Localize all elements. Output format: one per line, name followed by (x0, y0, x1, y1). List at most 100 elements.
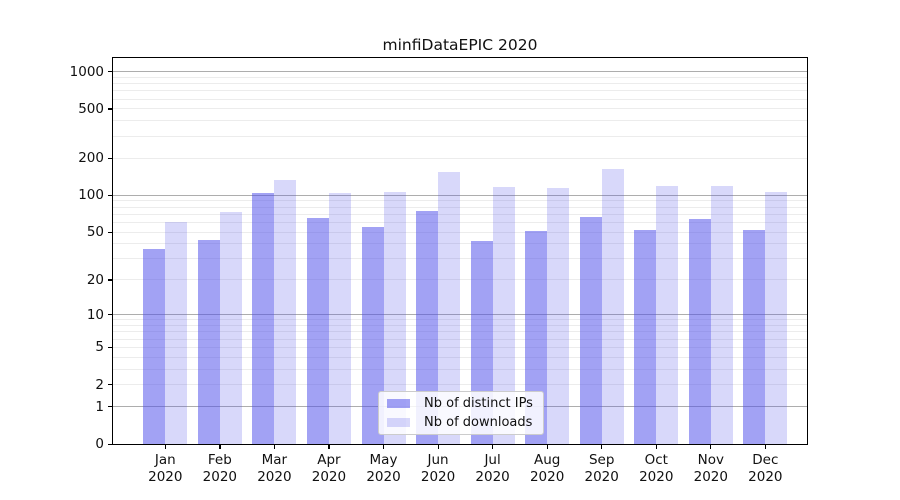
y-tick-mark (108, 346, 112, 349)
minor-gridline (113, 338, 807, 340)
bar-distinct-ips-may (361, 227, 384, 444)
y-tick-label: 100 (78, 187, 104, 204)
bar-distinct-ips-nov (688, 219, 711, 444)
minor-gridline (113, 206, 807, 208)
x-tick-mark (655, 445, 657, 449)
bar-downloads-jun (438, 171, 461, 444)
legend-item-distinct-ips: Nb of distinct IPs (379, 396, 543, 411)
y-tick-label: 5 (95, 339, 104, 356)
bar-downloads-sep (601, 169, 624, 444)
x-tick-mark (710, 445, 712, 449)
minor-gridline (113, 200, 807, 202)
x-tick-mark (383, 445, 385, 449)
minor-gridline (113, 231, 807, 233)
bar-distinct-ips-mar (252, 192, 275, 444)
plot-area: Nb of distinct IPs Nb of downloads (112, 57, 808, 445)
minor-gridline (113, 243, 807, 245)
minor-gridline (113, 331, 807, 333)
minor-gridline (113, 346, 807, 348)
minor-gridline (113, 325, 807, 327)
legend-label-downloads: Nb of downloads (424, 415, 533, 430)
minor-gridline (113, 83, 807, 85)
x-tick-mark (164, 445, 166, 449)
x-tick-mark (328, 445, 330, 449)
gridlines-layer (113, 58, 807, 444)
y-tick-label: 200 (78, 150, 104, 167)
minor-gridline (113, 76, 807, 78)
minor-gridline (113, 221, 807, 223)
y-tick-mark (108, 279, 112, 281)
x-tick-label: Oct 2020 (639, 452, 674, 485)
y-tick-label: 20 (86, 271, 104, 288)
bar-distinct-ips-apr (306, 218, 329, 444)
minor-gridline (113, 319, 807, 321)
bar-downloads-jul (492, 186, 515, 444)
y-tick-label: 10 (86, 306, 104, 323)
x-tick-mark (546, 445, 548, 449)
y-tick-label: 50 (86, 224, 104, 241)
minor-gridline (113, 135, 807, 137)
y-tick-mark (108, 108, 112, 110)
bar-distinct-ips-jan (143, 249, 166, 444)
legend-label-distinct-ips: Nb of distinct IPs (424, 396, 533, 411)
minor-gridline (113, 108, 807, 110)
bar-distinct-ips-oct (634, 230, 657, 444)
y-tick-mark (108, 384, 112, 386)
y-tick-mark (108, 194, 112, 196)
minor-gridline (113, 120, 807, 122)
bar-distinct-ips-sep (579, 217, 602, 444)
bar-downloads-aug (547, 187, 570, 444)
minor-gridline (113, 213, 807, 215)
legend: Nb of distinct IPs Nb of downloads (378, 391, 544, 435)
x-tick-mark (492, 445, 494, 449)
y-tick-mark (108, 443, 112, 445)
bar-downloads-jan (165, 221, 188, 444)
bar-distinct-ips-dec (743, 230, 766, 444)
x-tick-label: May 2020 (366, 452, 401, 485)
y-tick-label: 0 (95, 436, 104, 452)
x-tick-mark (601, 445, 603, 449)
minor-gridline (113, 157, 807, 159)
minor-gridline (113, 368, 807, 370)
x-tick-label: Mar 2020 (257, 452, 292, 485)
legend-swatch-distinct-ips-icon (387, 399, 410, 408)
x-tick-label: Sep 2020 (584, 452, 619, 485)
y-tick-mark (108, 314, 112, 316)
legend-swatch-downloads-icon (387, 418, 410, 427)
minor-gridline (113, 98, 807, 100)
bar-downloads-may (383, 191, 406, 444)
x-tick-label: Dec 2020 (748, 452, 783, 485)
bar-downloads-oct (656, 185, 679, 444)
y-tick-label: 1 (95, 398, 104, 415)
x-tick-mark (219, 445, 221, 449)
bar-downloads-nov (710, 186, 733, 444)
bar-downloads-apr (328, 192, 351, 444)
x-tick-label: Jun 2020 (420, 452, 456, 485)
x-tick-label: Jan 2020 (148, 452, 183, 485)
x-tick-label: Aug 2020 (529, 452, 565, 485)
chart-title: minfiDataEPIC 2020 (382, 36, 538, 54)
minor-gridline (113, 384, 807, 386)
bars-layer (113, 58, 807, 444)
major-gridline (113, 194, 807, 196)
y-tick-label: 500 (78, 100, 104, 117)
x-tick-label: Feb 2020 (202, 452, 238, 485)
y-tick-label: 1000 (69, 63, 104, 80)
legend-item-downloads: Nb of downloads (379, 415, 543, 430)
x-tick-mark (273, 445, 276, 449)
x-tick-label: Jul 2020 (475, 452, 510, 485)
minor-gridline (113, 258, 807, 260)
minor-gridline (113, 279, 807, 281)
y-tick-mark (108, 157, 112, 159)
y-tick-label: 2 (95, 376, 104, 393)
x-tick-mark (764, 445, 767, 449)
y-tick-mark (108, 406, 112, 408)
bar-distinct-ips-jun (416, 211, 439, 444)
bar-downloads-feb (219, 212, 242, 444)
x-tick-mark (437, 445, 439, 449)
bar-downloads-dec (765, 191, 788, 444)
bar-distinct-ips-aug (525, 231, 548, 444)
bar-downloads-mar (274, 180, 297, 444)
minor-gridline (113, 356, 807, 358)
